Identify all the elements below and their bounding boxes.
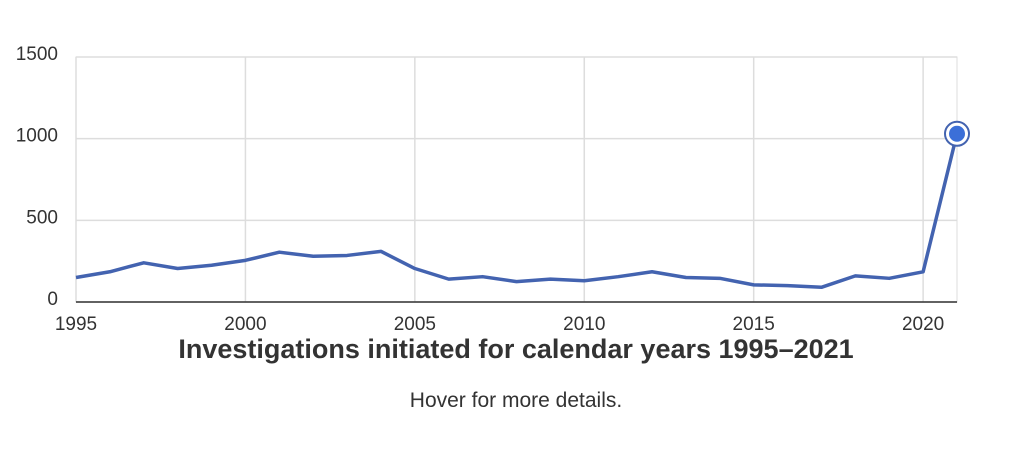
x-tick-label: 2000 (224, 314, 266, 335)
x-tick-label: 2010 (563, 314, 605, 335)
data-line (75, 133, 959, 290)
x-tick-label: 2020 (902, 314, 944, 335)
x-tick-label: 2015 (733, 314, 775, 335)
highlight-point (949, 125, 965, 142)
y-tick-label: 500 (26, 207, 58, 228)
y-tick-label: 1000 (16, 126, 58, 147)
chart-subtitle: Hover for more details. (410, 389, 622, 412)
y-tick-label: 1500 (16, 44, 58, 65)
y-tick-label: 0 (47, 289, 58, 310)
x-tick-label: 1995 (55, 314, 97, 335)
x-tick-label: 2005 (394, 314, 436, 335)
chart-title: Investigations initiated for calendar ye… (178, 334, 853, 364)
